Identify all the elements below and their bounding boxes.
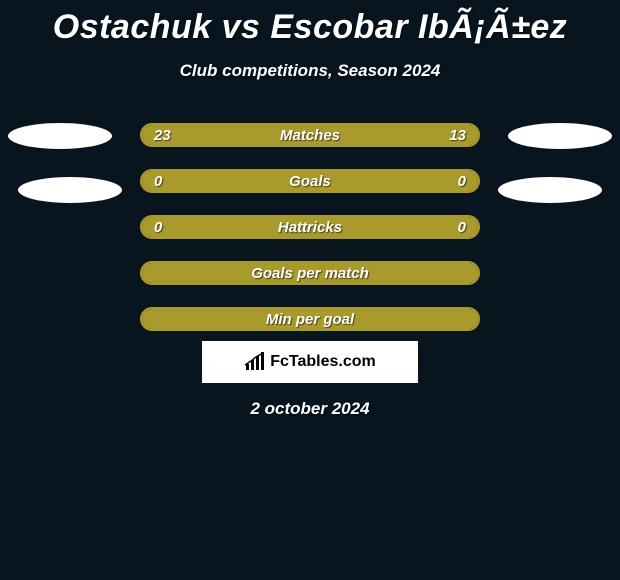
stat-row: Goals per match	[140, 261, 480, 285]
bar-chart-icon	[244, 352, 266, 372]
logo-text: FcTables.com	[270, 353, 376, 371]
stat-label: Goals	[142, 171, 478, 191]
stat-value-left: 0	[154, 217, 162, 237]
stat-row: Matches23 13	[140, 123, 480, 147]
subtitle: Club competitions, Season 2024	[0, 61, 620, 81]
stat-label: Matches	[142, 125, 478, 145]
stat-value-right: 0	[458, 171, 466, 191]
stat-value-right: 13	[449, 125, 466, 145]
player-ellipse	[508, 123, 612, 149]
player-ellipse	[18, 177, 122, 203]
stat-value-left: 23	[154, 125, 171, 145]
stat-row: Min per goal	[140, 307, 480, 331]
footer-date: 2 october 2024	[0, 399, 620, 419]
stat-label: Goals per match	[142, 263, 478, 283]
stat-row: Hattricks0 0	[140, 215, 480, 239]
stat-label: Min per goal	[142, 309, 478, 329]
player-ellipse	[498, 177, 602, 203]
stat-label: Hattricks	[142, 217, 478, 237]
stat-value-right: 0	[458, 217, 466, 237]
stat-value-left: 0	[154, 171, 162, 191]
stat-rows-container: Matches2313Goals00Hattricks00Goals per m…	[0, 123, 620, 331]
logo-box: FcTables.com	[202, 341, 418, 383]
stat-row: Goals0 0	[140, 169, 480, 193]
player-ellipse	[8, 123, 112, 149]
page-title: Ostachuk vs Escobar IbÃ¡Ã±ez	[0, 0, 620, 47]
